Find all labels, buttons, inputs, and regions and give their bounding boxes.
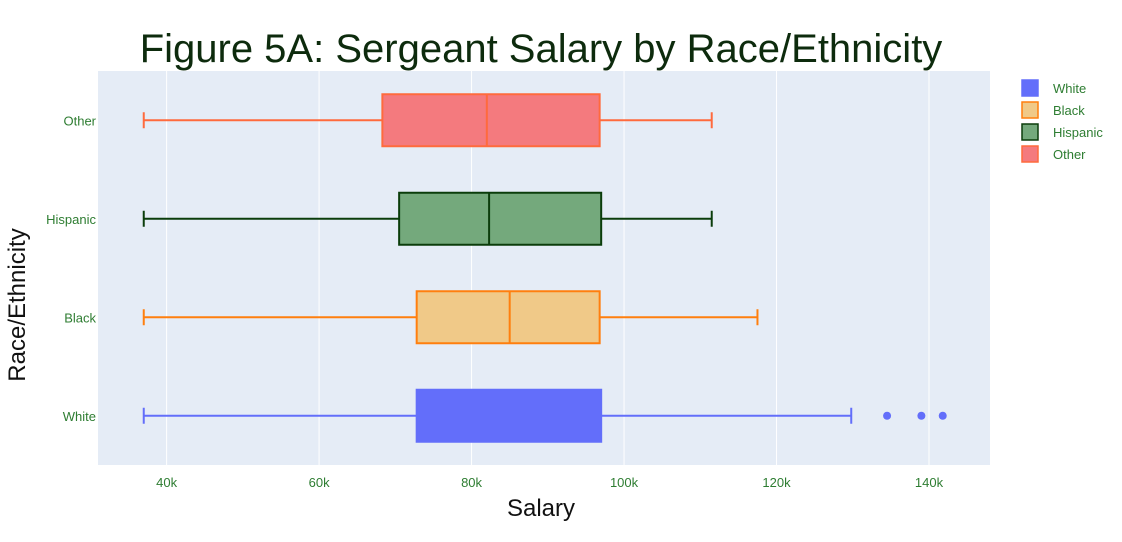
legend-item-hispanic[interactable]: Hispanic [1021, 123, 1103, 141]
x-tick-label-2: 80k [461, 475, 482, 490]
x-tick-labels: 40k 60k 80k 100k 120k 140k [156, 475, 943, 490]
box-other [142, 93, 713, 148]
legend-swatch [1021, 101, 1039, 119]
y-tick-labels: White Black Hispanic Other [46, 113, 97, 424]
legend-swatch [1021, 79, 1039, 97]
iqr-box [381, 93, 601, 148]
legend-label: Other [1053, 147, 1086, 162]
box-white [142, 388, 947, 443]
box-hispanic [142, 191, 713, 246]
y-tick-label-hispanic: Hispanic [46, 212, 96, 227]
x-tick-label-3: 100k [610, 475, 639, 490]
legend-item-black[interactable]: Black [1021, 101, 1085, 119]
legend-label: Black [1053, 103, 1085, 118]
legend-swatch [1021, 123, 1039, 141]
iqr-box [398, 191, 603, 246]
x-tick-label-4: 120k [762, 475, 791, 490]
legend-swatch [1021, 145, 1039, 163]
legend-item-other[interactable]: Other [1021, 145, 1086, 163]
x-axis-title: Salary [507, 495, 575, 522]
box-series [142, 93, 947, 443]
iqr-box [415, 290, 601, 345]
iqr-box [415, 388, 603, 443]
box-black [142, 290, 759, 345]
outlier-point-2 [938, 411, 947, 420]
x-tick-label-5: 140k [915, 475, 944, 490]
x-tick-label-1: 60k [309, 475, 330, 490]
outlier-point-1 [917, 411, 926, 420]
outlier-point-0 [883, 411, 892, 420]
legend-label: Hispanic [1053, 125, 1103, 140]
y-axis-title: Race/Ethnicity [4, 228, 31, 381]
legend-item-white[interactable]: White [1021, 79, 1086, 97]
chart-title: Figure 5A: Sergeant Salary by Race/Ethni… [140, 27, 943, 71]
y-tick-label-black: Black [64, 310, 96, 325]
y-tick-label-other: Other [63, 113, 96, 128]
legend-label: White [1053, 81, 1086, 96]
y-tick-label-white: White [63, 409, 96, 424]
legend[interactable]: White Black Hispanic Other [1021, 79, 1103, 163]
x-tick-label-0: 40k [156, 475, 177, 490]
